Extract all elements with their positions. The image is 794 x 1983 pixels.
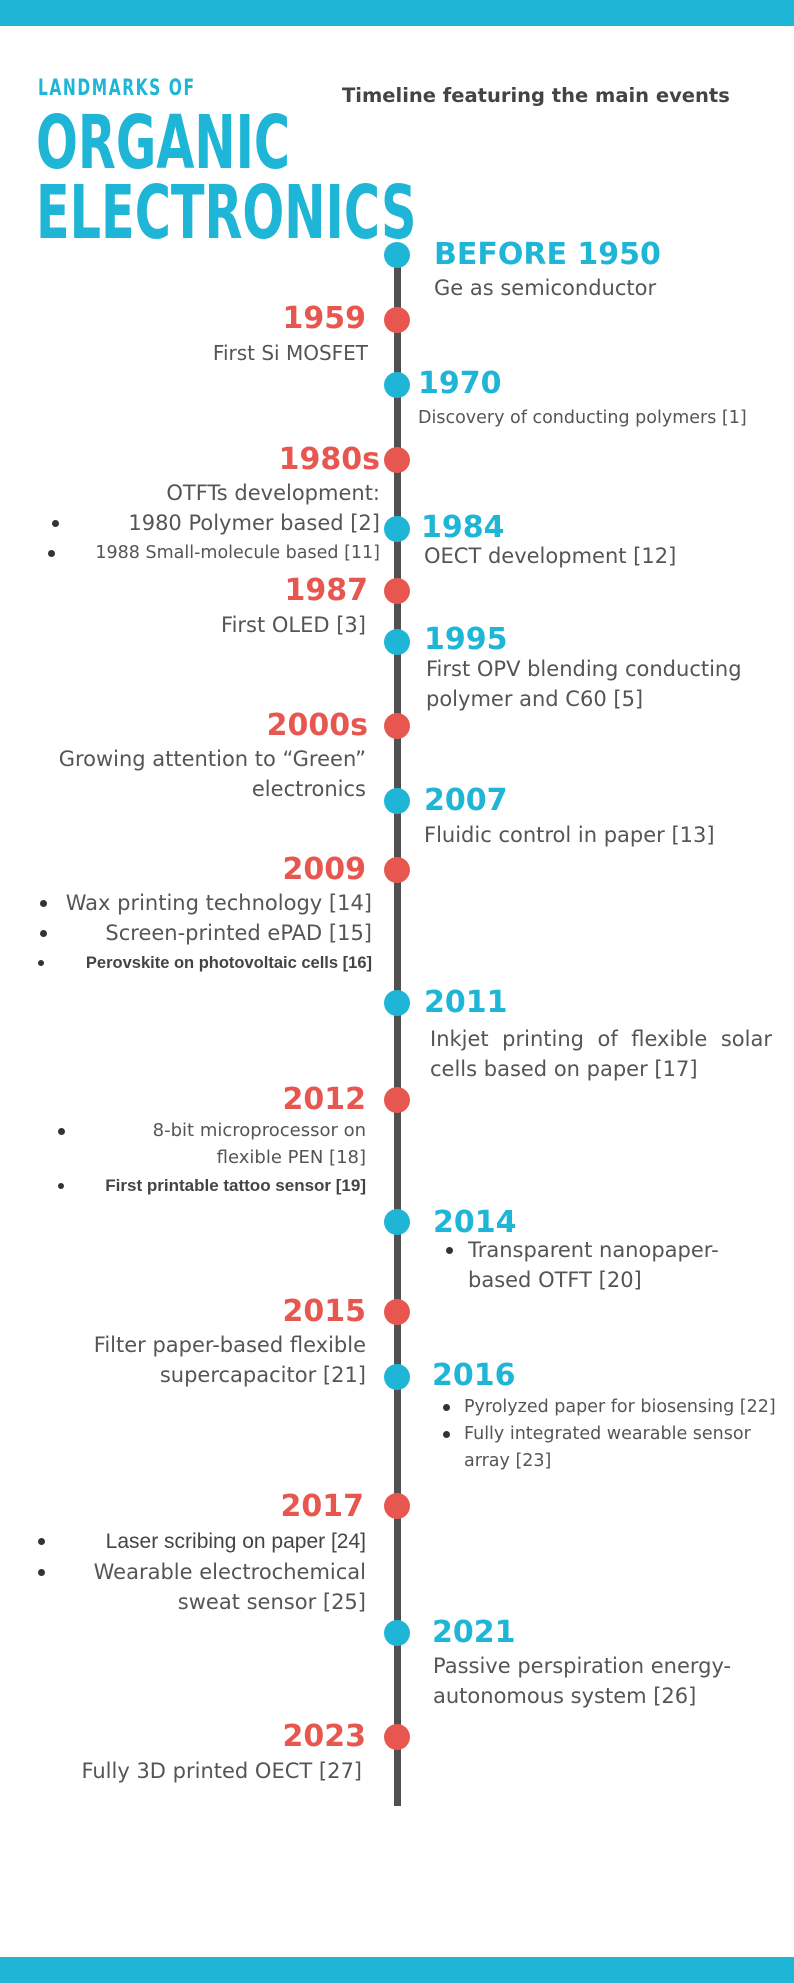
timeline-marker-2016 [384,1364,410,1390]
bullet-dot [58,1183,64,1189]
list-item: 8-bit microprocessor on flexible PEN [18] [0,1117,366,1171]
timeline-marker-2007 [384,788,410,814]
timeline-marker-2015 [384,1299,410,1325]
event-text-1950: Ge as semiconductor [434,276,657,300]
event-text-1970: Discovery of conducting polymers [1] [418,408,747,428]
event-year-2016: 2016 [432,1358,516,1393]
event-text-1959: First Si MOSFET [212,341,368,365]
header-kicker: LANDMARKS OF [38,76,196,101]
event-text-1995: First OPV blending conducting polymer an… [426,657,742,711]
event-year-2011: 2011 [424,985,508,1020]
event-text-2023: Fully 3D printed OECT [27] [81,1759,362,1783]
timeline-marker-2000s [384,713,410,739]
bullet-dot [38,960,44,966]
timeline-axis [394,254,401,1806]
timeline-marker-2011 [384,990,410,1016]
list-item: Wearable electrochemical sweat sensor [25… [0,1557,366,1617]
header-title-line1: ORGANIC [36,100,291,186]
event-year-2007: 2007 [424,783,508,818]
event-text-2011: Inkjet printing of flexible solar cells … [430,1027,772,1081]
event-text-2007: Fluidic control in paper [13] [424,823,715,847]
event-year-1959: 1959 [282,301,367,336]
event-list-2009: Wax printing technology [14] Screen-prin… [0,888,372,978]
bullet-dot [443,1404,450,1411]
event-year-1987: 1987 [284,573,369,608]
timeline-marker-2014 [384,1209,410,1235]
event-year-2017: 2017 [280,1489,365,1524]
list-item: Screen-printed ePAD [15] [0,918,372,948]
event-list-1980s: 1980 Polymer based [2] 1988 Small-molecu… [0,508,380,568]
timeline-marker-1959 [384,307,410,333]
event-year-2015: 2015 [282,1294,367,1329]
event-year-2023: 2023 [282,1719,367,1754]
event-text-2021: Passive perspiration energy- autonomous … [433,1654,732,1708]
page-subtitle: Timeline featuring the main events [342,84,730,107]
timeline-marker-2009 [384,857,410,883]
timeline-marker-1987 [384,578,410,604]
list-item: Perovskite on photovoltaic cells [16] [0,948,372,978]
event-year-1984: 1984 [421,510,505,545]
event-year-2012: 2012 [282,1082,367,1117]
timeline-marker-2023 [384,1724,410,1750]
bullet-dot [38,1569,45,1576]
list-item: Laser scribing on paper [24] [0,1526,366,1557]
bullet-dot [443,1431,450,1438]
event-list-2014: Transparent nanopaper-based OTFT [20] [442,1235,719,1295]
timeline-marker-2021 [384,1620,410,1646]
event-year-2000s: 2000s [266,708,368,743]
list-item: Transparent nanopaper-based OTFT [20] [442,1235,719,1295]
list-item: Fully integrated wearable sensor array [2… [440,1421,776,1475]
timeline-marker-1970 [384,372,410,398]
bullet-dot [40,900,47,907]
list-item: Pyrolyzed paper for biosensing [22] [440,1394,776,1421]
event-year-1995: 1995 [424,622,508,657]
bullet-dot [52,520,59,527]
event-list-2017: Laser scribing on paper [24] Wearable el… [0,1526,366,1617]
event-list-2016: Pyrolyzed paper for biosensing [22] Full… [440,1394,776,1475]
event-year-1980s: 1980s [278,442,380,477]
event-list-2012: 8-bit microprocessor on flexible PEN [18]… [0,1117,366,1201]
list-item: 1988 Small-molecule based [11] [0,538,380,568]
event-text-2015: Filter paper-based flexible supercapacit… [93,1333,366,1387]
bullet-dot [40,930,47,937]
event-heading-1980s: OTFTs development: [166,481,380,505]
event-year-1970: 1970 [418,366,502,401]
header-title-line2: ELECTRONICS [36,170,417,256]
event-year-2009: 2009 [282,852,367,887]
timeline-marker-2012 [384,1087,410,1113]
bottom-band [0,1957,794,1983]
event-year-2021: 2021 [432,1615,516,1650]
list-item: Wax printing technology [14] [0,888,372,918]
timeline-marker-1980s [384,447,410,473]
event-text-2000s: Growing attention to “Green” electronics [58,747,366,801]
event-year-2014: 2014 [433,1205,517,1240]
timeline-marker-1995 [384,629,410,655]
bullet-dot [446,1247,453,1254]
event-year-1950: BEFORE 1950 [434,237,661,272]
timeline-marker-2017 [384,1493,410,1519]
bullet-dot [48,550,55,557]
list-item: First printable tattoo sensor [19] [0,1171,366,1201]
event-text-1987: First OLED [3] [221,613,366,637]
list-item: 1980 Polymer based [2] [0,508,380,538]
event-text-1984: OECT development [12] [424,544,677,568]
timeline-marker-1950 [384,242,410,268]
timeline-marker-1984 [384,516,410,542]
bullet-dot [38,1538,45,1545]
bullet-dot [58,1128,65,1135]
top-band [0,0,794,26]
